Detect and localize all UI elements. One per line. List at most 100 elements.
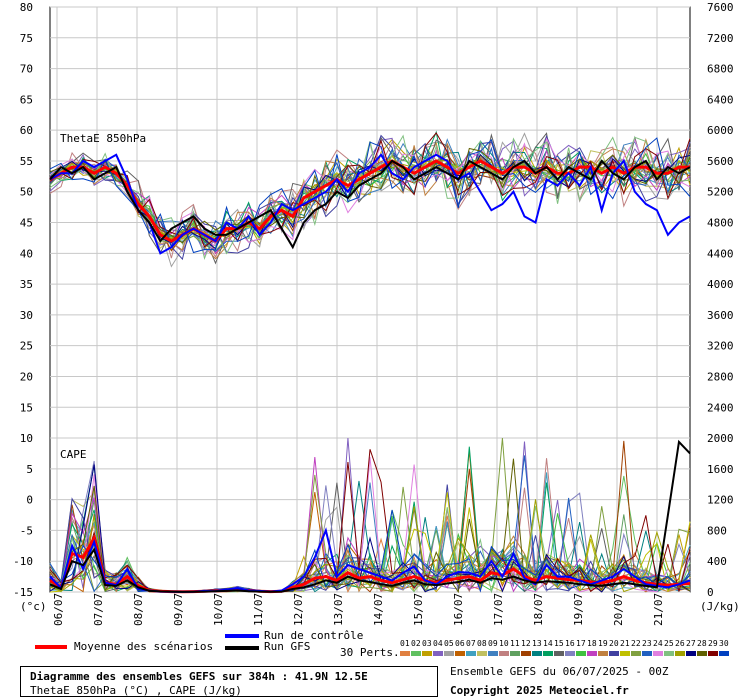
pert-number-label: 15	[554, 639, 564, 648]
right-tick-label: 4400	[707, 247, 734, 260]
pert-number-label: 09	[488, 639, 498, 648]
series-thetae-line	[49, 153, 691, 255]
pert-color-swatch	[631, 651, 641, 656]
pert-number-label: 12	[521, 639, 531, 648]
pert-color-swatch	[466, 651, 476, 656]
right-tick-label: 2000	[707, 432, 734, 445]
pert-color-swatch	[499, 651, 509, 656]
x-tick-label: 08/07	[132, 593, 145, 626]
right-tick-label: 6000	[707, 124, 734, 137]
series-cape-line	[49, 439, 691, 593]
right-tick-label: 400	[707, 555, 727, 568]
left-tick-label: -15	[13, 586, 33, 599]
left-tick-label: -10	[13, 555, 33, 568]
pert-number-label: 26	[675, 639, 685, 648]
pert-number-label: 17	[576, 639, 586, 648]
right-tick-label: 1200	[707, 494, 734, 507]
x-tick-label: 14/07	[372, 593, 385, 626]
series-thetae-line	[49, 159, 691, 250]
x-tick-label: 16/07	[452, 593, 465, 626]
member-thetae-line	[49, 132, 691, 265]
pert-number-label: 05	[444, 639, 454, 648]
x-tick-label: 13/07	[332, 593, 345, 626]
right-tick-label: 2400	[707, 401, 734, 414]
right-tick-label: 800	[707, 524, 727, 537]
pert-number-label: 25	[664, 639, 674, 648]
pert-color-swatch	[664, 651, 674, 656]
pert-number-label: 08	[477, 639, 487, 648]
pert-number-label: 13	[532, 639, 542, 648]
pert-color-swatch	[675, 651, 685, 656]
footer-subtitle: ThetaE 850hPa (°C) , CAPE (J/kg)	[30, 684, 242, 697]
panel-label-thetae: ThetaE 850hPa	[60, 132, 146, 145]
panel-label-cape: CAPE	[60, 448, 87, 461]
pert-number-label: 18	[587, 639, 597, 648]
pert-number-label: 23	[642, 639, 652, 648]
left-tick-label: 30	[20, 309, 33, 322]
pert-color-swatch	[488, 651, 498, 656]
footer-title: Diagramme des ensembles GEFS sur 384h : …	[30, 670, 368, 683]
pert-number-label: 28	[697, 639, 707, 648]
right-tick-label: 1600	[707, 463, 734, 476]
left-tick-label: 70	[20, 63, 33, 76]
legend-control-label: Run de contrôle	[264, 629, 364, 642]
right-tick-label: 4800	[707, 217, 734, 230]
left-tick-label: 80	[20, 1, 33, 14]
pert-color-swatch	[565, 651, 575, 656]
pert-color-swatch	[697, 651, 707, 656]
x-tick-label: 20/07	[612, 593, 625, 626]
pert-number-label: 02	[411, 639, 421, 648]
pert-number-label: 01	[400, 639, 410, 648]
x-tick-label: 21/07	[652, 593, 665, 626]
pert-number-label: 10	[499, 639, 509, 648]
pert-color-swatch	[587, 651, 597, 656]
x-tick-label: 19/07	[572, 593, 585, 626]
pert-color-swatch	[576, 651, 586, 656]
left-tick-label: 60	[20, 124, 33, 137]
left-tick-label: 25	[20, 340, 33, 353]
pert-color-swatch	[686, 651, 696, 656]
left-tick-label: 50	[20, 186, 33, 199]
main-series	[49, 153, 691, 594]
right-tick-label: 5200	[707, 186, 734, 199]
left-tick-label: 65	[20, 93, 33, 106]
pert-number-label: 30	[719, 639, 729, 648]
pert-number-label: 14	[543, 639, 553, 648]
x-tick-label: 09/07	[172, 593, 185, 626]
right-tick-label: 3600	[707, 309, 734, 322]
right-tick-label: 6400	[707, 93, 734, 106]
left-tick-label: -5	[20, 524, 33, 537]
right-tick-label: 2800	[707, 370, 734, 383]
x-tick-label: 06/07	[52, 593, 65, 626]
x-tick-label: 10/07	[212, 593, 225, 626]
pert-color-swatch	[422, 651, 432, 656]
legend-gfs-label: Run GFS	[264, 640, 311, 653]
pert-color-swatch	[554, 651, 564, 656]
pert-number-label: 22	[631, 639, 641, 648]
pert-number-label: 29	[708, 639, 718, 648]
pert-number-label: 20	[609, 639, 619, 648]
member-thetae-line	[49, 134, 691, 261]
pert-color-swatch	[620, 651, 630, 656]
left-tick-label: 55	[20, 155, 33, 168]
pert-color-swatch	[477, 651, 487, 656]
legend-perts-label: 30 Perts.	[340, 646, 400, 659]
right-tick-label: 7200	[707, 32, 734, 45]
x-tick-label: 11/07	[252, 593, 265, 626]
pert-color-swatch	[653, 651, 663, 656]
pert-number-label: 27	[686, 639, 696, 648]
right-tick-label: 3200	[707, 340, 734, 353]
pert-number-label: 21	[620, 639, 630, 648]
pert-color-swatch	[609, 651, 619, 656]
pert-color-swatch	[411, 651, 421, 656]
footer-copyright: Copyright 2025 Meteociel.fr	[450, 684, 629, 697]
member-thetae-line	[49, 147, 691, 244]
pert-number-label: 24	[653, 639, 663, 648]
footer-run-info: Ensemble GEFS du 06/07/2025 - 00Z	[450, 665, 669, 678]
series-thetae-line	[49, 159, 690, 243]
grid	[50, 6, 690, 593]
right-tick-label: 0	[707, 586, 714, 599]
left-tick-label: 15	[20, 401, 33, 414]
pert-number-label: 07	[466, 639, 476, 648]
